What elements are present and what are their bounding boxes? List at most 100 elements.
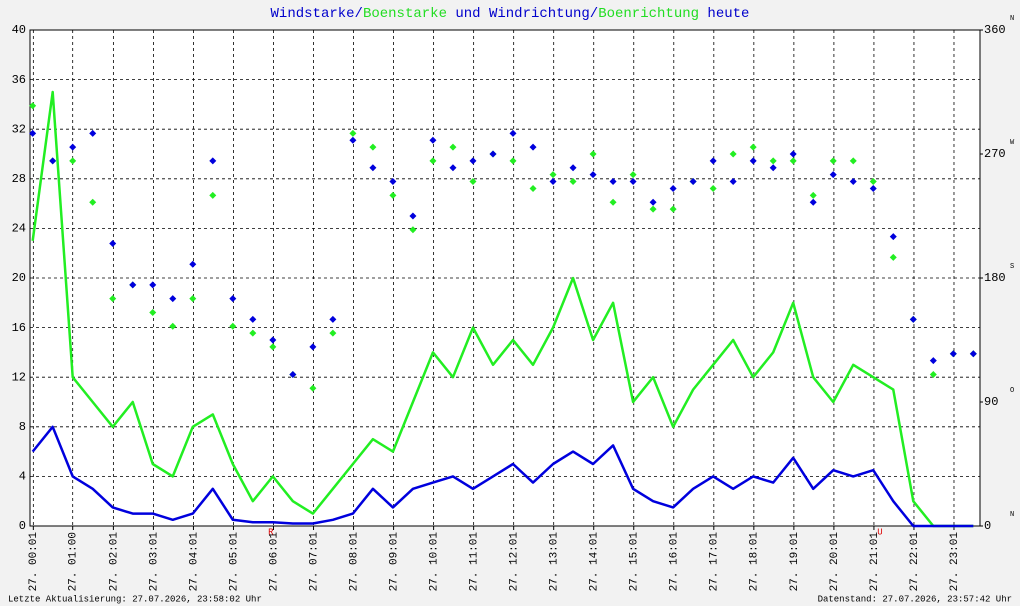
x-tick-label: 27. 15:01 bbox=[629, 532, 641, 592]
direction-point bbox=[769, 157, 777, 165]
series-line bbox=[31, 90, 974, 528]
y-tick-label: 8 bbox=[19, 420, 26, 434]
x-tick-label: 27. 18:01 bbox=[749, 532, 761, 592]
y-tick-label: 28 bbox=[12, 172, 26, 186]
x-tick-label: 27. 03:01 bbox=[148, 532, 160, 592]
direction-point bbox=[849, 157, 857, 165]
y-tick-label: 0 bbox=[19, 519, 26, 533]
x-tick-label: 27. 10:01 bbox=[429, 532, 441, 592]
y2-compass-label: S bbox=[1010, 263, 1014, 271]
direction-point bbox=[69, 157, 77, 165]
direction-point bbox=[589, 150, 597, 158]
direction-point bbox=[29, 129, 37, 137]
direction-point bbox=[929, 357, 937, 365]
direction-point bbox=[449, 164, 457, 172]
direction-point bbox=[429, 136, 437, 144]
direction-point bbox=[369, 164, 377, 172]
direction-point bbox=[269, 336, 277, 344]
x-tick-label: 27. 05:01 bbox=[228, 532, 240, 592]
direction-point bbox=[749, 157, 757, 165]
direction-point bbox=[349, 136, 357, 144]
y-tick-label: 20 bbox=[12, 271, 26, 285]
direction-point bbox=[309, 384, 317, 392]
direction-point bbox=[349, 129, 357, 137]
direction-point bbox=[169, 295, 177, 303]
direction-point bbox=[689, 178, 697, 186]
direction-point bbox=[649, 205, 657, 213]
x-tick-label: 27. 13:01 bbox=[549, 532, 561, 592]
direction-point bbox=[209, 157, 217, 165]
direction-point bbox=[249, 329, 257, 337]
direction-point bbox=[829, 171, 837, 179]
x-tick-label: 27. 11:01 bbox=[469, 532, 481, 592]
title-part: Boenstarke bbox=[363, 6, 447, 22]
annotation: U bbox=[877, 527, 882, 537]
y-tick-label: 40 bbox=[12, 23, 26, 37]
direction-point bbox=[69, 143, 77, 151]
direction-point bbox=[529, 184, 537, 192]
x-tick-label: 27. 04:01 bbox=[188, 532, 200, 592]
direction-point bbox=[969, 350, 977, 358]
direction-point bbox=[629, 171, 637, 179]
direction-point bbox=[709, 157, 717, 165]
direction-point bbox=[389, 178, 397, 186]
x-tick-label: 27. 21:01 bbox=[869, 532, 881, 592]
direction-point bbox=[49, 157, 57, 165]
direction-point bbox=[469, 157, 477, 165]
direction-point bbox=[129, 281, 137, 289]
direction-point bbox=[869, 178, 877, 186]
direction-point bbox=[89, 129, 97, 137]
x-tick-label: 27. 01:00 bbox=[68, 532, 80, 591]
title-part: und Windrichtung/ bbox=[447, 6, 598, 22]
chart-title: Windstarke/Boenstarke und Windrichtung/B… bbox=[271, 6, 750, 22]
title-part: / bbox=[355, 6, 363, 22]
x-tick-label: 27. 09:01 bbox=[388, 532, 400, 592]
direction-point bbox=[669, 184, 677, 192]
direction-point bbox=[849, 178, 857, 186]
direction-point bbox=[829, 157, 837, 165]
direction-point bbox=[269, 343, 277, 351]
direction-point bbox=[549, 171, 557, 179]
direction-point bbox=[929, 370, 937, 378]
direction-point bbox=[89, 198, 97, 206]
direction-point bbox=[229, 322, 237, 330]
x-tick-label: 27. 20:01 bbox=[829, 532, 841, 592]
x-tick-label: 27. 14:01 bbox=[589, 532, 601, 592]
x-tick-label: 27. 19:01 bbox=[789, 532, 801, 592]
direction-point bbox=[329, 315, 337, 323]
direction-point bbox=[189, 295, 197, 303]
direction-point bbox=[669, 205, 677, 213]
x-tick-label: 27. 12:01 bbox=[509, 532, 521, 592]
title-part: heute bbox=[699, 6, 749, 22]
direction-point bbox=[909, 315, 917, 323]
direction-point bbox=[769, 164, 777, 172]
direction-point bbox=[29, 102, 37, 110]
direction-point bbox=[149, 308, 157, 316]
direction-point bbox=[289, 370, 297, 378]
y2-compass-label: N bbox=[1010, 15, 1014, 23]
direction-point bbox=[549, 178, 557, 186]
direction-point bbox=[589, 171, 597, 179]
direction-point bbox=[709, 184, 717, 192]
x-tick-label: 27. 17:01 bbox=[709, 532, 721, 592]
footer-left: Letzte Aktualisierung: 27.07.2026, 23:58… bbox=[8, 594, 262, 604]
direction-point bbox=[489, 150, 497, 158]
direction-point bbox=[369, 143, 377, 151]
direction-point bbox=[209, 191, 217, 199]
direction-point bbox=[729, 178, 737, 186]
x-tick-label: 27. 06:01 bbox=[268, 532, 280, 592]
y2-tick-label: 90 bbox=[984, 395, 998, 409]
direction-point bbox=[509, 129, 517, 137]
direction-point bbox=[409, 212, 417, 220]
y2-tick-label: 360 bbox=[984, 23, 1006, 37]
direction-point bbox=[429, 157, 437, 165]
y2-tick-label: 180 bbox=[984, 271, 1006, 285]
direction-point bbox=[949, 350, 957, 358]
x-tick-label: 27. 07:01 bbox=[308, 532, 320, 592]
y-tick-label: 4 bbox=[19, 470, 26, 484]
y-tick-label: 16 bbox=[12, 321, 26, 335]
y-tick-label: 24 bbox=[12, 222, 26, 236]
direction-point bbox=[749, 143, 757, 151]
x-tick-label: 27. 23:01 bbox=[949, 532, 961, 592]
